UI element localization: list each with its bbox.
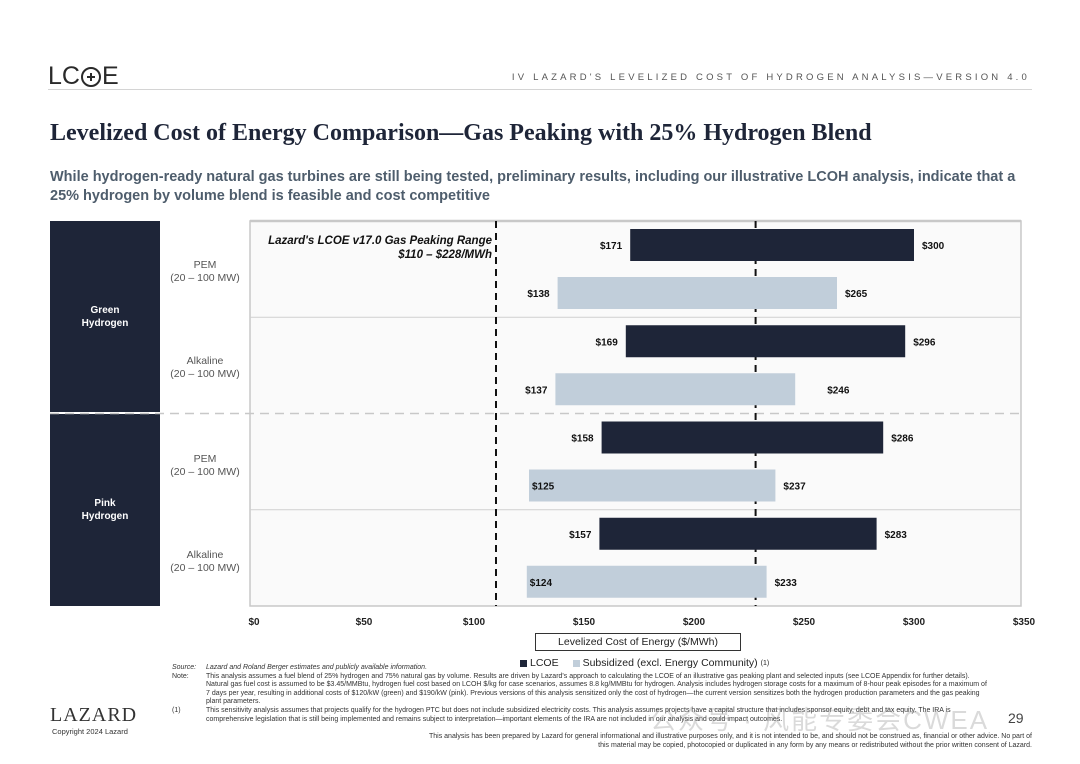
tech-label-pink-pem: PEM (20 – 100 MW) [170,453,240,478]
x-tick-label: $200 [683,617,706,628]
lcoe-logo: LC E [48,62,119,91]
x-tick-label: $250 [793,617,816,628]
label-lcoe-high-2: $286 [891,434,914,445]
footnotes: Source: Lazard and Roland Berger estimat… [172,664,992,724]
group-label-line1: Pink [94,498,116,509]
tech-label-green-pem: PEM (20 – 100 MW) [170,259,240,284]
bar-subsidized-0 [557,277,837,309]
label-subsidized-low-2: $125 [532,482,555,493]
label-lcoe-high-0: $300 [922,241,945,252]
x-axis-title: Levelized Cost of Energy ($/MWh) [535,633,741,651]
label-subsidized-high-0: $265 [845,289,868,300]
label-subsidized-high-3: $233 [775,578,798,589]
reference-range-values: $110 – $228/MWh [397,249,492,261]
label-lcoe-high-3: $283 [885,530,908,541]
page-number: 29 [1008,710,1024,726]
label-lcoe-low-1: $169 [596,337,619,348]
tech-label-pink-alkaline: Alkaline (20 – 100 MW) [170,549,240,574]
legend-swatch-subsidized [572,659,580,667]
legend-footnote-marker: (1) [760,659,770,667]
label-lcoe-low-2: $158 [571,434,594,445]
legend-swatch-lcoe [520,659,527,667]
page-subtitle: While hydrogen-ready natural gas turbine… [50,169,1016,204]
logo-text-left: LC [48,62,80,90]
page-title: Levelized Cost of Energy Comparison—Gas … [50,120,872,146]
label-subsidized-low-0: $138 [527,289,550,300]
group-label-line1: Green [90,304,120,316]
circle-plus-icon [80,66,101,87]
x-tick-label: $50 [356,617,373,628]
group-green-hydrogen: Green Hydrogen [50,221,160,412]
reference-range-label: Lazard's LCOE v17.0 Gas Peaking Range [268,235,492,247]
source-note: Source: Lazard and Roland Berger estimat… [172,664,428,671]
label-subsidized-high-1: $246 [827,385,850,396]
x-tick-label: $0 [248,617,260,628]
x-tick-label: $150 [573,617,596,628]
chart-legend: LCOE Subsidized (excl. Energy Community)… [520,657,769,669]
x-tick-label: $300 [903,617,926,628]
legend-item-subsidized: Subsidized (excl. Energy Community) (1) [572,657,770,669]
bar-lcoe-3 [599,517,877,550]
x-tick-label: $350 [1013,617,1036,628]
watermark: 公众号 · 风能专委会CWEA [650,705,990,735]
bar-subsidized-3 [526,565,767,598]
legend-label-lcoe: LCOE [530,657,559,669]
legend-item-lcoe: LCOE [520,657,559,669]
legend-label-subsidized: Subsidized (excl. Energy Community) [582,657,758,669]
section-label: IV LAZARD'S LEVELIZED COST OF HYDROGEN A… [511,72,1030,83]
group-label-line2: Hydrogen [81,317,129,329]
footnote-1: (1) This sensitivity analysis assumes th… [172,706,951,723]
lazard-logo: LAZARD [50,704,138,726]
group-label-line2: Hydrogen [81,511,129,522]
general-note: Note: This analysis assumes a fuel blend… [172,672,987,706]
bar-subsidized-2 [529,469,776,502]
header-divider [48,89,1032,90]
bar-subsidized-1 [555,373,796,406]
label-lcoe-low-0: $171 [600,241,623,252]
label-lcoe-low-3: $157 [569,530,592,541]
label-subsidized-high-2: $237 [783,482,806,493]
logo-text-right: E [101,62,119,90]
bar-lcoe-2 [601,421,884,454]
bar-lcoe-0 [630,229,914,261]
disclaimer: This analysis has been prepared by Lazar… [428,733,1032,749]
label-subsidized-low-3: $124 [530,578,553,589]
copyright: Copyright 2024 Lazard [52,727,128,736]
label-subsidized-low-1: $137 [525,385,548,396]
group-pink-hydrogen: Pink Hydrogen [50,414,160,606]
label-lcoe-high-1: $296 [913,337,936,348]
tech-label-green-alkaline: Alkaline (20 – 100 MW) [170,355,240,380]
x-tick-label: $100 [463,617,486,628]
bar-lcoe-1 [625,325,906,358]
